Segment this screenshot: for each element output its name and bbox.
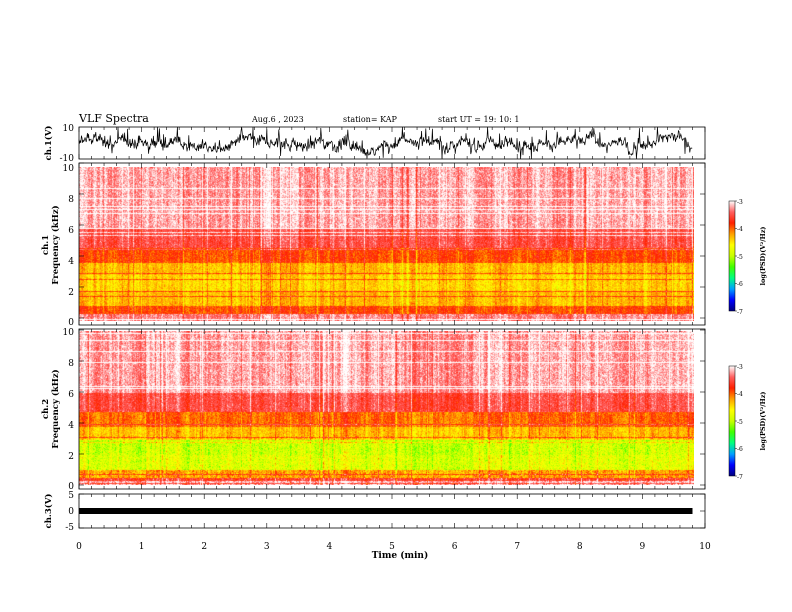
x-axis-label: Time (min) <box>372 550 429 561</box>
ch1-colorbar-gradient <box>729 201 735 311</box>
ch2-spectrogram-ylabel-freq: Frequency (kHz) <box>50 369 61 448</box>
x-tick-7: 7 <box>514 542 520 552</box>
x-tick-0: 0 <box>76 542 82 552</box>
ch2-colorbar-ticks <box>735 365 737 477</box>
ch1-ytick-0: 0 <box>68 318 74 328</box>
date-label: Aug.6 , 2023 <box>251 115 304 124</box>
ch2-ytick-0: 0 <box>68 482 74 492</box>
x-tick-9: 9 <box>640 542 646 552</box>
ch2-spectrogram-ticks <box>78 329 706 489</box>
ch2-ytick-4: 4 <box>68 421 74 431</box>
ch3-waveform-panel: 5 0 -5 ch.3(V) <box>43 491 706 533</box>
ch2-colorbar-tick-m3: -3 <box>737 364 743 371</box>
ch1-colorbar-ticks <box>735 200 737 312</box>
ch1-colorbar-tick-m3: -3 <box>737 199 743 206</box>
ch1-ytick-4: 4 <box>68 257 74 267</box>
ch1-waveform-panel: 10 -10 ch.1(V) <box>43 124 706 164</box>
ch2-ytick-10: 10 <box>63 328 75 338</box>
ch1-ytick-6: 6 <box>68 226 74 236</box>
ch2-colorbar-gradient <box>729 366 735 476</box>
station-label: station= KAP <box>343 115 398 124</box>
ch2-ytick-2: 2 <box>68 452 74 462</box>
ch1-colorbar-tick-m7: -7 <box>737 309 743 316</box>
ch1-spectrogram-ylabel-freq: Frequency (kHz) <box>50 205 61 284</box>
ch1-spectrogram-image <box>79 167 694 321</box>
ch3-waveform-ylabel: ch.3(V) <box>43 494 54 529</box>
ch3-ytick-0: 0 <box>68 507 74 517</box>
ch1-colorbar: -3 -4 -5 -6 -7 log(PSD)(V²/Hz) <box>728 199 767 316</box>
ch1-ytick-10: 10 <box>63 164 75 174</box>
ch1-ytick-2: 2 <box>68 288 74 298</box>
ch3-ytick-5: 5 <box>68 491 74 501</box>
ch1-colorbar-tick-m4: -4 <box>737 226 743 233</box>
ch2-ytick-8: 8 <box>68 359 74 369</box>
x-tick-1: 1 <box>139 542 145 552</box>
ch3-ytick-m5: -5 <box>65 523 74 533</box>
ch1-spectrogram-panel: 0 2 4 6 8 10 ch.1 Frequency (kHz) <box>41 162 706 328</box>
ch1-colorbar-tick-m6: -6 <box>737 281 743 288</box>
ch1-waveform-trace <box>78 126 693 160</box>
ch1-ytick-top: 10 <box>63 124 75 134</box>
x-tick-8: 8 <box>577 542 583 552</box>
ch1-colorbar-tick-m5: -5 <box>737 254 743 261</box>
ch3-waveform-trace <box>79 508 693 514</box>
ch1-colorbar-label: log(PSD)(V²/Hz) <box>759 227 767 286</box>
ch2-spectrogram-panel: 0 2 4 6 8 10 ch.2 Frequency (kHz) <box>41 328 706 492</box>
ch1-spectrogram-ylabel-channel: ch.1 <box>41 235 51 255</box>
ch2-spectrogram-image <box>79 331 694 485</box>
x-tick-10: 10 <box>699 542 711 552</box>
ch2-colorbar-label: log(PSD)(V²/Hz) <box>759 392 767 451</box>
x-tick-6: 6 <box>452 542 458 552</box>
x-tick-4: 4 <box>327 542 333 552</box>
ch2-ytick-6: 6 <box>68 390 74 400</box>
ch1-spectrogram-ticks <box>78 162 706 325</box>
ch2-spectrogram-ylabel-channel: ch.2 <box>41 399 51 419</box>
ch1-ytick-bottom: -10 <box>60 154 75 164</box>
ch2-colorbar-tick-m5: -5 <box>737 419 743 426</box>
ch2-colorbar-tick-m4: -4 <box>737 391 743 398</box>
ch1-ytick-8: 8 <box>68 195 74 205</box>
start-ut-label: start UT = 19: 10: 1 <box>438 115 519 124</box>
x-tick-2: 2 <box>201 542 207 552</box>
figure-title: VLF Spectra <box>78 112 149 125</box>
x-tick-3: 3 <box>264 542 270 552</box>
x-tick-5: 5 <box>389 542 395 552</box>
ch2-colorbar-tick-m7: -7 <box>737 474 743 481</box>
ch2-colorbar: -3 -4 -5 -6 -7 log(PSD)(V²/Hz) <box>728 364 767 481</box>
ch1-waveform-ticks <box>78 127 706 159</box>
ch1-waveform-ylabel: ch.1(V) <box>43 126 54 161</box>
time-axis: 0 1 2 3 4 5 6 7 8 9 10 Time (min) <box>76 542 711 561</box>
ch2-colorbar-tick-m6: -6 <box>737 446 743 453</box>
ch3-waveform-ticks <box>78 493 706 529</box>
